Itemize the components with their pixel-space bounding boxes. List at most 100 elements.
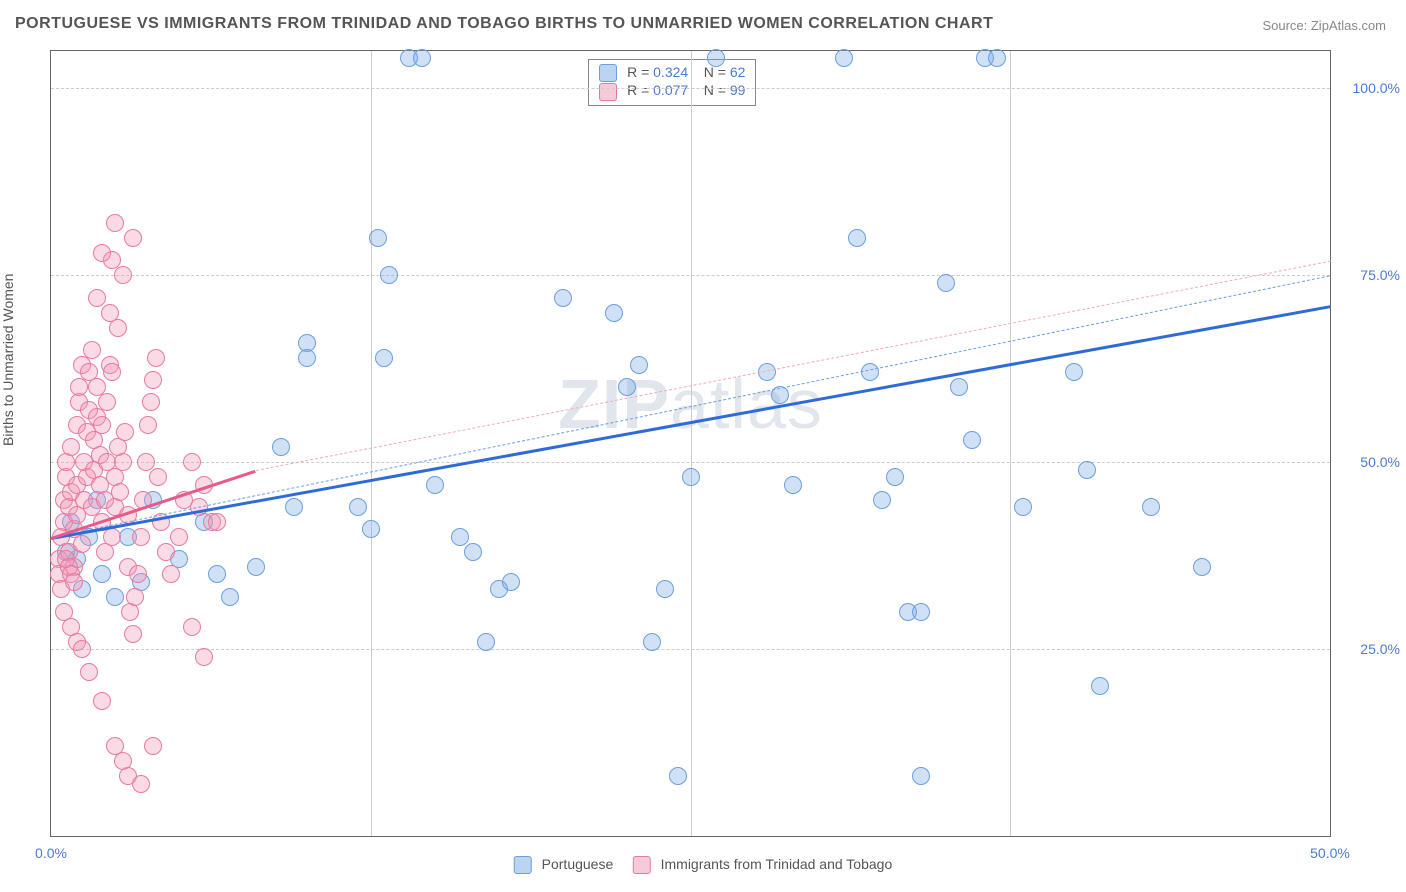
scatter-point [375,349,393,367]
scatter-point [413,49,431,67]
scatter-point [298,349,316,367]
gridline-vertical [1010,51,1011,836]
r-label: R = [627,82,649,98]
scatter-point [272,438,290,456]
scatter-point [126,588,144,606]
scatter-point [103,363,121,381]
scatter-point [208,513,226,531]
legend-swatch-pink [633,856,651,874]
scatter-point [195,648,213,666]
ytick-label: 50.0% [1360,454,1400,470]
scatter-point [144,737,162,755]
n-value-blue: 62 [730,64,746,80]
scatter-point [502,573,520,591]
scatter-point [1091,677,1109,695]
scatter-point [1014,498,1032,516]
scatter-point [605,304,623,322]
series-label-blue: Portuguese [542,856,614,872]
scatter-point [80,663,98,681]
xtick-label: 0.0% [35,845,67,861]
scatter-point [62,438,80,456]
scatter-point [912,603,930,621]
scatter-point [643,633,661,651]
scatter-point [114,266,132,284]
scatter-point [912,767,930,785]
scatter-point [464,543,482,561]
scatter-point [1065,363,1083,381]
scatter-point [848,229,866,247]
scatter-point [630,356,648,374]
scatter-point [137,453,155,471]
legend-row-blue: R = 0.324 N = 62 [599,64,745,82]
scatter-point [129,565,147,583]
scatter-point [98,393,116,411]
scatter-point [149,468,167,486]
xtick-label: 50.0% [1310,845,1350,861]
scatter-point [873,491,891,509]
scatter-point [132,775,150,793]
scatter-point [116,423,134,441]
scatter-point [139,416,157,434]
ytick-label: 75.0% [1360,267,1400,283]
scatter-point [707,49,725,67]
legend-swatch-pink [599,83,617,101]
scatter-point [835,49,853,67]
scatter-point [618,378,636,396]
scatter-point [285,498,303,516]
r-value-blue: 0.324 [653,64,688,80]
legend-row-pink: R = 0.077 N = 99 [599,82,745,100]
scatter-point [65,573,83,591]
legend-swatch-blue [514,856,532,874]
plot-area: ZIPatlas R = 0.324 N = 62 R = 0.077 N = … [50,50,1331,837]
scatter-point [886,468,904,486]
scatter-point [682,468,700,486]
scatter-point [114,453,132,471]
scatter-point [88,289,106,307]
scatter-point [103,528,121,546]
watermark-bold: ZIP [558,365,670,443]
scatter-point [93,244,111,262]
scatter-point [477,633,495,651]
n-value-pink: 99 [730,82,746,98]
scatter-point [170,528,188,546]
scatter-point [1078,461,1096,479]
scatter-point [1193,558,1211,576]
scatter-point [93,565,111,583]
chart-source: Source: ZipAtlas.com [1262,18,1386,33]
scatter-point [70,378,88,396]
scatter-point [221,588,239,606]
scatter-point [362,520,380,538]
scatter-point [656,580,674,598]
scatter-point [124,229,142,247]
scatter-point [73,640,91,658]
scatter-point [147,349,165,367]
scatter-point [380,266,398,284]
scatter-point [106,588,124,606]
scatter-point [861,363,879,381]
scatter-point [106,214,124,232]
ytick-label: 25.0% [1360,641,1400,657]
r-label: R = [627,64,649,80]
scatter-point [247,558,265,576]
scatter-point [784,476,802,494]
scatter-point [162,565,180,583]
y-axis-label: Births to Unmarried Women [0,274,16,446]
scatter-point [111,483,129,501]
scatter-point [183,453,201,471]
gridline-vertical [691,51,692,836]
scatter-point [1142,498,1160,516]
scatter-point [988,49,1006,67]
scatter-point [93,416,111,434]
scatter-point [157,543,175,561]
series-label-pink: Immigrants from Trinidad and Tobago [661,856,893,872]
legend-swatch-blue [599,64,617,82]
scatter-point [144,371,162,389]
scatter-point [93,692,111,710]
scatter-point [669,767,687,785]
ytick-label: 100.0% [1353,80,1400,96]
scatter-point [451,528,469,546]
gridline-vertical [371,51,372,836]
scatter-point [142,393,160,411]
scatter-point [937,274,955,292]
n-label: N = [704,82,726,98]
